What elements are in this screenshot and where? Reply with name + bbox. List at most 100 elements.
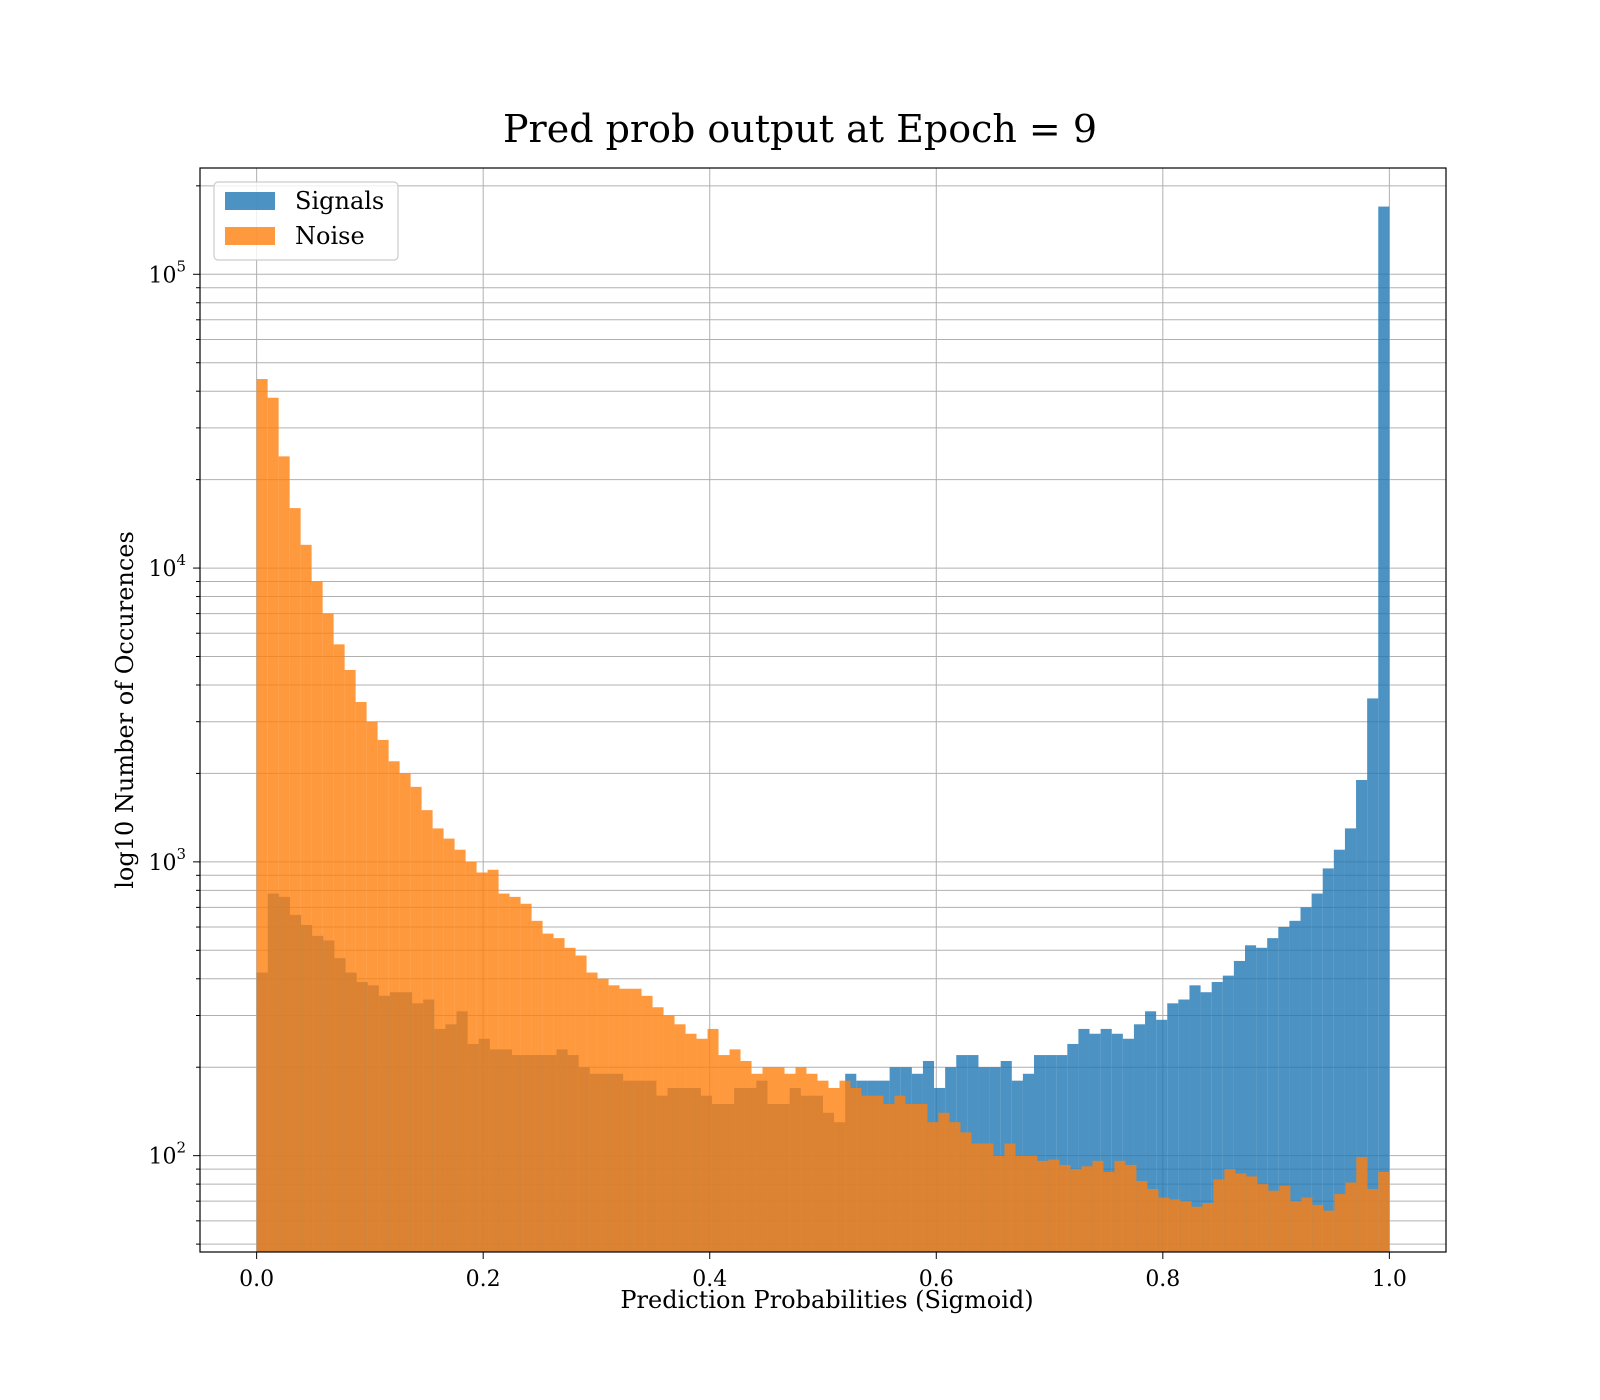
noise-bar (366, 721, 378, 1252)
signals-bar (1122, 1038, 1134, 1252)
signals-bar (1045, 1055, 1057, 1252)
noise-bar (399, 773, 411, 1252)
noise-bar (674, 1024, 686, 1252)
noise-bar (1323, 1210, 1335, 1252)
noise-bar (322, 613, 334, 1252)
noise-bar (773, 1067, 785, 1252)
signals-bar (1156, 1019, 1168, 1252)
noise-bar (850, 1087, 862, 1252)
noise-bar (1224, 1169, 1236, 1252)
noise-bar (476, 872, 488, 1252)
x-axis-label: Prediction Probabilities (Sigmoid) (620, 1286, 1033, 1314)
noise-bar (971, 1143, 983, 1252)
noise-bar (982, 1143, 994, 1252)
legend: Signals Noise (213, 181, 399, 261)
noise-bar (1048, 1159, 1060, 1252)
noise-bar (1312, 1204, 1324, 1252)
noise-bar (718, 1055, 730, 1252)
signals-bar (1200, 992, 1212, 1252)
noise-bar (1026, 1155, 1038, 1252)
noise-bar (344, 669, 356, 1252)
noise-bar (575, 955, 587, 1252)
noise-bar (608, 985, 620, 1252)
noise-bar (938, 1112, 950, 1252)
signals-bar (1211, 982, 1223, 1252)
noise-bar (696, 1038, 708, 1252)
noise-bar (1334, 1194, 1346, 1252)
x-axis-ticks: 0.0 0.2 0.4 0.6 0.8 1.0 (239, 1252, 1407, 1292)
signals-bar (1133, 1024, 1146, 1252)
noise-bar (520, 903, 532, 1252)
noise-bar (619, 988, 631, 1252)
signals-bar (1311, 893, 1323, 1252)
noise-bar (652, 1007, 664, 1252)
noise-bar (564, 947, 576, 1252)
x-tick-label: 0.2 (466, 1267, 501, 1292)
noise-bar (839, 1080, 851, 1252)
noise-bar (388, 761, 400, 1252)
signals-bar (1344, 828, 1357, 1252)
noise-bar (498, 893, 510, 1252)
noise-bar (949, 1122, 961, 1252)
noise-bar (443, 838, 455, 1252)
noise-bar (1070, 1169, 1082, 1252)
noise-bar (1158, 1197, 1170, 1252)
noise-bar (1125, 1164, 1137, 1252)
signals-bar (1256, 947, 1268, 1252)
noise-bar (883, 1103, 895, 1252)
signals-bar (1145, 1011, 1157, 1252)
signals-bar (1100, 1028, 1112, 1252)
noise-bar (1345, 1182, 1357, 1252)
signals-bar (1289, 920, 1301, 1252)
noise-bar (993, 1155, 1005, 1252)
noise-bar (1367, 1189, 1379, 1252)
legend-swatch-signals (225, 192, 275, 210)
signals-bar (1222, 975, 1234, 1252)
noise-bar (729, 1049, 741, 1252)
noise-bar (927, 1122, 939, 1252)
noise-bar (685, 1033, 697, 1252)
noise-bar (1081, 1166, 1093, 1252)
noise-bar (377, 739, 389, 1252)
legend-label-noise: Noise (295, 222, 365, 250)
noise-bar (1147, 1189, 1159, 1252)
noise-bar (1213, 1179, 1225, 1252)
signals-bar (1167, 1003, 1179, 1252)
noise-bar (1378, 1171, 1390, 1252)
noise-bar (861, 1095, 873, 1252)
noise-bar (872, 1095, 884, 1252)
noise-bar (421, 810, 433, 1252)
noise-bar (828, 1087, 840, 1252)
signals-bar (1278, 927, 1290, 1252)
noise-bar (553, 938, 565, 1252)
noise-bar (795, 1067, 807, 1252)
x-tick-label: 0.0 (239, 1267, 274, 1292)
signals-bar (1267, 938, 1279, 1252)
noise-bar (1279, 1185, 1291, 1252)
signals-bar (1089, 1033, 1101, 1252)
noise-bar (806, 1073, 818, 1252)
noise-bar (597, 978, 609, 1252)
signals-bar (1033, 1055, 1046, 1252)
noise-bar (707, 1028, 719, 1252)
signals-bar (1356, 779, 1368, 1252)
noise-bar (740, 1060, 752, 1252)
noise-bar (487, 869, 499, 1252)
noise-bar (1268, 1190, 1280, 1252)
noise-bar (663, 1015, 675, 1252)
noise-bar (531, 920, 543, 1252)
noise-bar (1092, 1160, 1104, 1252)
signals-bar (1233, 960, 1245, 1252)
noise-bar (1202, 1203, 1214, 1252)
noise-bar (410, 786, 422, 1252)
x-tick-label: 1.0 (1372, 1267, 1407, 1292)
x-tick-label: 0.6 (919, 1267, 954, 1292)
noise-bar (1356, 1156, 1368, 1252)
signals-bar (1244, 945, 1257, 1252)
noise-bar (1103, 1171, 1115, 1252)
legend-label-signals: Signals (295, 187, 384, 215)
signals-bar (1378, 206, 1390, 1252)
plot-frame (199, 167, 1447, 1253)
noise-bar (817, 1080, 829, 1252)
